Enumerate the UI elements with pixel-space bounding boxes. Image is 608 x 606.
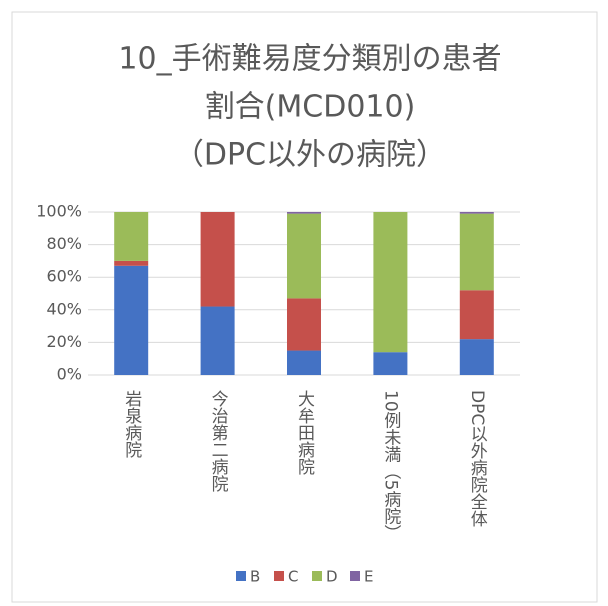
bar-segment xyxy=(373,212,408,353)
bar-segment xyxy=(459,339,494,375)
bar-segment xyxy=(373,352,408,375)
x-tick-label: 岩泉病院 xyxy=(121,390,142,458)
legend-swatch xyxy=(312,571,322,581)
bar-segment xyxy=(114,212,149,261)
legend-label: D xyxy=(326,568,338,586)
chart-title: 10_手術難易度分類別の患者 xyxy=(118,42,501,77)
legend-label: B xyxy=(250,568,260,586)
y-tick-label: 40% xyxy=(46,299,82,318)
bar-segment xyxy=(459,213,494,291)
x-tick-label: DPC以外病院全体 xyxy=(466,390,487,528)
bar-segment xyxy=(459,290,494,340)
x-tick-label: 今治第二病院 xyxy=(207,390,228,492)
bar-segment xyxy=(287,350,321,375)
y-tick-label: 0% xyxy=(57,365,82,384)
legend-label: E xyxy=(364,568,373,586)
legend-label: C xyxy=(288,568,298,586)
bar-segment xyxy=(200,212,235,307)
x-tick-label: 大牟田病院 xyxy=(294,390,314,475)
y-tick-label: 60% xyxy=(46,267,82,286)
legend-swatch xyxy=(350,571,360,581)
legend-swatch xyxy=(236,571,246,581)
bar-segment xyxy=(200,306,235,375)
bar-segment xyxy=(287,212,321,214)
bar-segment xyxy=(114,260,149,266)
legend-swatch xyxy=(274,571,284,581)
y-tick-label: 100% xyxy=(36,202,82,221)
bar-segment xyxy=(287,213,321,299)
y-tick-label: 20% xyxy=(46,332,82,351)
bar-segment xyxy=(114,265,149,375)
chart-title: （DPC以外の病院） xyxy=(174,138,446,173)
y-tick-label: 80% xyxy=(46,234,82,253)
bar-segment xyxy=(287,298,321,351)
x-tick-label: 10例未満（5病院） xyxy=(380,390,401,542)
chart-title: 割合(MCD010) xyxy=(205,90,416,125)
bar-segment xyxy=(459,212,494,214)
